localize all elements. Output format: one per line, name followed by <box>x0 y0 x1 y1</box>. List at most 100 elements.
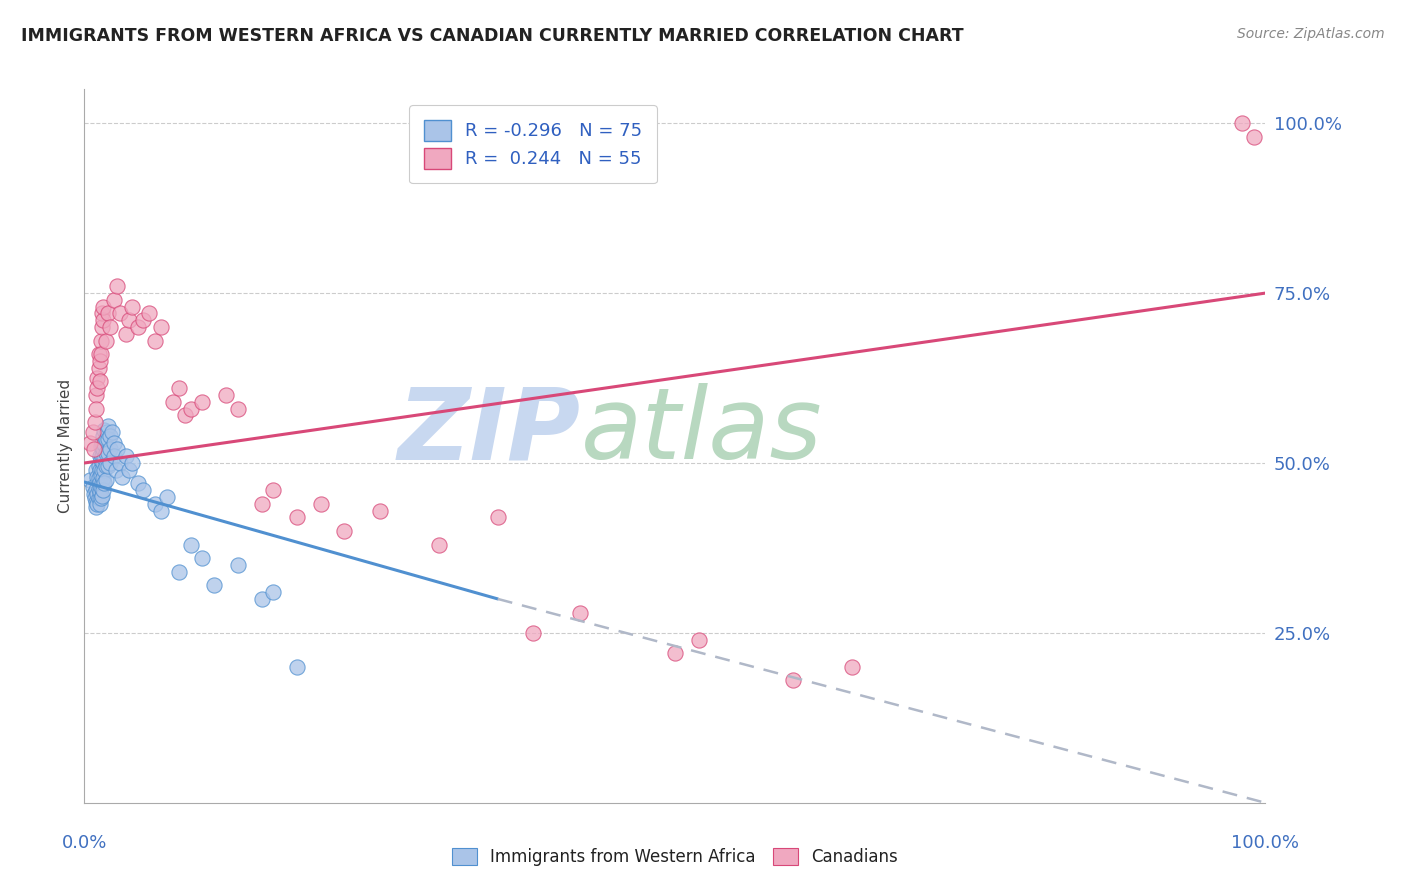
Point <box>90 480 112 494</box>
Point <box>84 415 107 429</box>
Point <box>93 423 115 437</box>
Point <box>91 483 114 498</box>
Point <box>118 313 141 327</box>
Point <box>127 320 149 334</box>
Point <box>89 497 111 511</box>
Point <box>167 565 190 579</box>
Point <box>173 409 195 423</box>
Point <box>522 626 544 640</box>
Point <box>285 660 308 674</box>
Point <box>100 425 122 440</box>
Point <box>114 326 136 341</box>
Point <box>103 449 125 463</box>
Point <box>688 632 710 647</box>
Point <box>97 432 120 446</box>
Point <box>162 394 184 409</box>
Point <box>98 456 121 470</box>
Point <box>782 673 804 688</box>
Point <box>1243 129 1265 144</box>
Point <box>108 456 131 470</box>
Point <box>105 463 128 477</box>
Point <box>167 381 190 395</box>
Point <box>89 475 111 489</box>
Point <box>83 442 105 457</box>
Point <box>121 456 143 470</box>
Point <box>91 429 114 443</box>
Point <box>91 300 114 314</box>
Text: atlas: atlas <box>581 384 823 480</box>
Point <box>89 463 111 477</box>
Point <box>250 497 273 511</box>
Point <box>202 578 225 592</box>
Point <box>87 360 110 375</box>
Point <box>90 468 112 483</box>
Point <box>89 484 111 499</box>
Point <box>215 388 238 402</box>
Point <box>132 483 155 498</box>
Point <box>87 347 110 361</box>
Point <box>86 497 108 511</box>
Point <box>107 279 129 293</box>
Legend: R = -0.296   N = 75, R =  0.244   N = 55: R = -0.296 N = 75, R = 0.244 N = 55 <box>409 105 657 183</box>
Point <box>427 537 450 551</box>
Point <box>86 381 108 395</box>
Point <box>94 334 117 348</box>
Point <box>89 354 111 368</box>
Point <box>91 435 114 450</box>
Point <box>90 439 112 453</box>
Point <box>93 476 115 491</box>
Point <box>86 371 108 385</box>
Point <box>84 463 107 477</box>
Point <box>226 401 249 416</box>
Point <box>90 334 112 348</box>
Point <box>94 473 117 487</box>
Point <box>84 388 107 402</box>
Y-axis label: Currently Married: Currently Married <box>58 379 73 513</box>
Point <box>309 497 332 511</box>
Point <box>91 471 114 485</box>
Point <box>138 306 160 320</box>
Legend: Immigrants from Western Africa, Canadians: Immigrants from Western Africa, Canadian… <box>444 840 905 875</box>
Point <box>97 418 120 433</box>
Point <box>250 591 273 606</box>
Point <box>93 450 115 465</box>
Point <box>84 483 107 498</box>
Point <box>87 459 110 474</box>
Point <box>98 320 121 334</box>
Text: IMMIGRANTS FROM WESTERN AFRICA VS CANADIAN CURRENTLY MARRIED CORRELATION CHART: IMMIGRANTS FROM WESTERN AFRICA VS CANADI… <box>21 27 963 45</box>
Point <box>114 449 136 463</box>
Text: 100.0%: 100.0% <box>1232 834 1299 852</box>
Point <box>79 435 101 450</box>
Point <box>89 449 111 463</box>
Point <box>333 524 356 538</box>
Point <box>93 437 115 451</box>
Point <box>121 300 143 314</box>
Point <box>91 476 114 491</box>
Point <box>108 306 131 320</box>
Point <box>285 510 308 524</box>
Point <box>91 306 114 320</box>
Point <box>180 401 202 416</box>
Point <box>150 503 173 517</box>
Point <box>98 429 121 443</box>
Point <box>84 491 107 506</box>
Point <box>664 646 686 660</box>
Point <box>90 452 112 467</box>
Point <box>118 463 141 477</box>
Point <box>82 425 104 440</box>
Point <box>91 489 114 503</box>
Point <box>226 558 249 572</box>
Point <box>127 476 149 491</box>
Point <box>486 510 509 524</box>
Point <box>98 442 121 457</box>
Point <box>111 469 134 483</box>
Point <box>94 446 117 460</box>
Point <box>191 551 214 566</box>
Point <box>94 432 117 446</box>
Point <box>83 486 105 500</box>
Point <box>262 585 284 599</box>
Point <box>91 320 114 334</box>
Point <box>1230 116 1253 130</box>
Point <box>97 459 120 474</box>
Text: 0.0%: 0.0% <box>62 834 107 852</box>
